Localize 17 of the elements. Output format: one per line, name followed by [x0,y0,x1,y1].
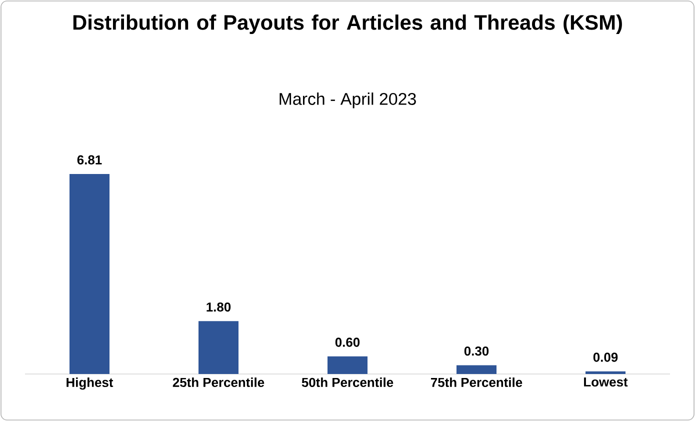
chart-subtitle: March - April 2023 [280,92,416,108]
data-label: 0.30 [464,346,489,356]
x-tick-label: 75th Percentile [430,378,522,388]
bar [70,174,110,374]
x-tick-label: 50th Percentile [302,378,394,388]
bar [456,365,497,374]
bar [198,321,238,374]
data-label: 0.60 [335,338,360,347]
x-tick-label: 25th Percentile [172,378,264,388]
chart-title: Distribution of Payouts for Articles and Threads (KSM) [73,14,622,34]
data-label: 1.80 [206,302,231,312]
x-tick-label: Lowest [584,378,628,387]
data-label: 6.81 [77,155,102,164]
bar [586,371,626,374]
bar [328,356,368,374]
x-tick-label: Highest [66,378,114,390]
data-label: 0.09 [593,352,618,362]
